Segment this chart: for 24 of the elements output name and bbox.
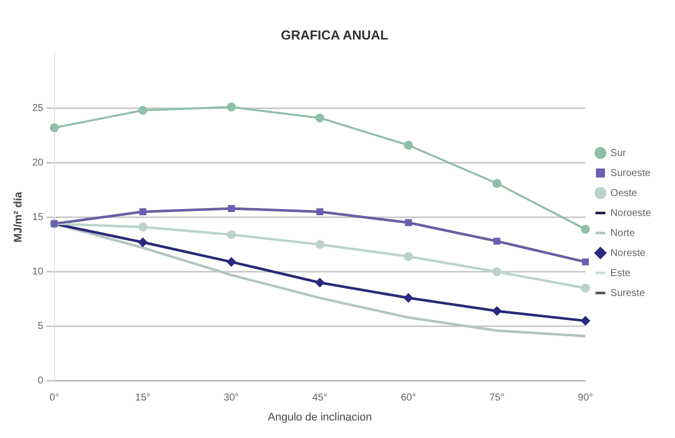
y-tick-label: 20 — [32, 157, 44, 168]
legend-label: Norte — [610, 228, 636, 239]
y-tick-label: 10 — [32, 266, 44, 278]
x-tick-label: 15° — [135, 392, 150, 404]
x-tick-label: 0° — [50, 392, 60, 404]
x-tick-label: 75° — [489, 392, 504, 404]
y-tick-label: 0 — [38, 376, 44, 387]
legend-label: Noreste — [610, 248, 646, 259]
x-tick-label: 90° — [578, 392, 593, 404]
legend-label: Este — [610, 268, 631, 279]
legend-label: Oeste — [610, 188, 638, 199]
x-axis-title: Angulo de inclinacion — [268, 411, 372, 424]
x-tick-label: 30° — [224, 392, 239, 404]
legend-label: Sur — [610, 148, 627, 159]
x-tick-label: 60° — [400, 392, 416, 404]
x-tick-label: 45° — [312, 392, 328, 404]
legend-label: Sureste — [610, 288, 646, 299]
y-axis-title: MJ/m² día — [12, 190, 25, 243]
y-tick-label: 15 — [32, 212, 44, 223]
y-tick-label: 5 — [38, 321, 44, 332]
chart-title: GRAFICA ANUAL — [280, 27, 388, 42]
y-tick-label: 25 — [32, 102, 44, 114]
legend-label: Suroeste — [610, 168, 651, 179]
legend-label: Noroeste — [610, 208, 652, 219]
